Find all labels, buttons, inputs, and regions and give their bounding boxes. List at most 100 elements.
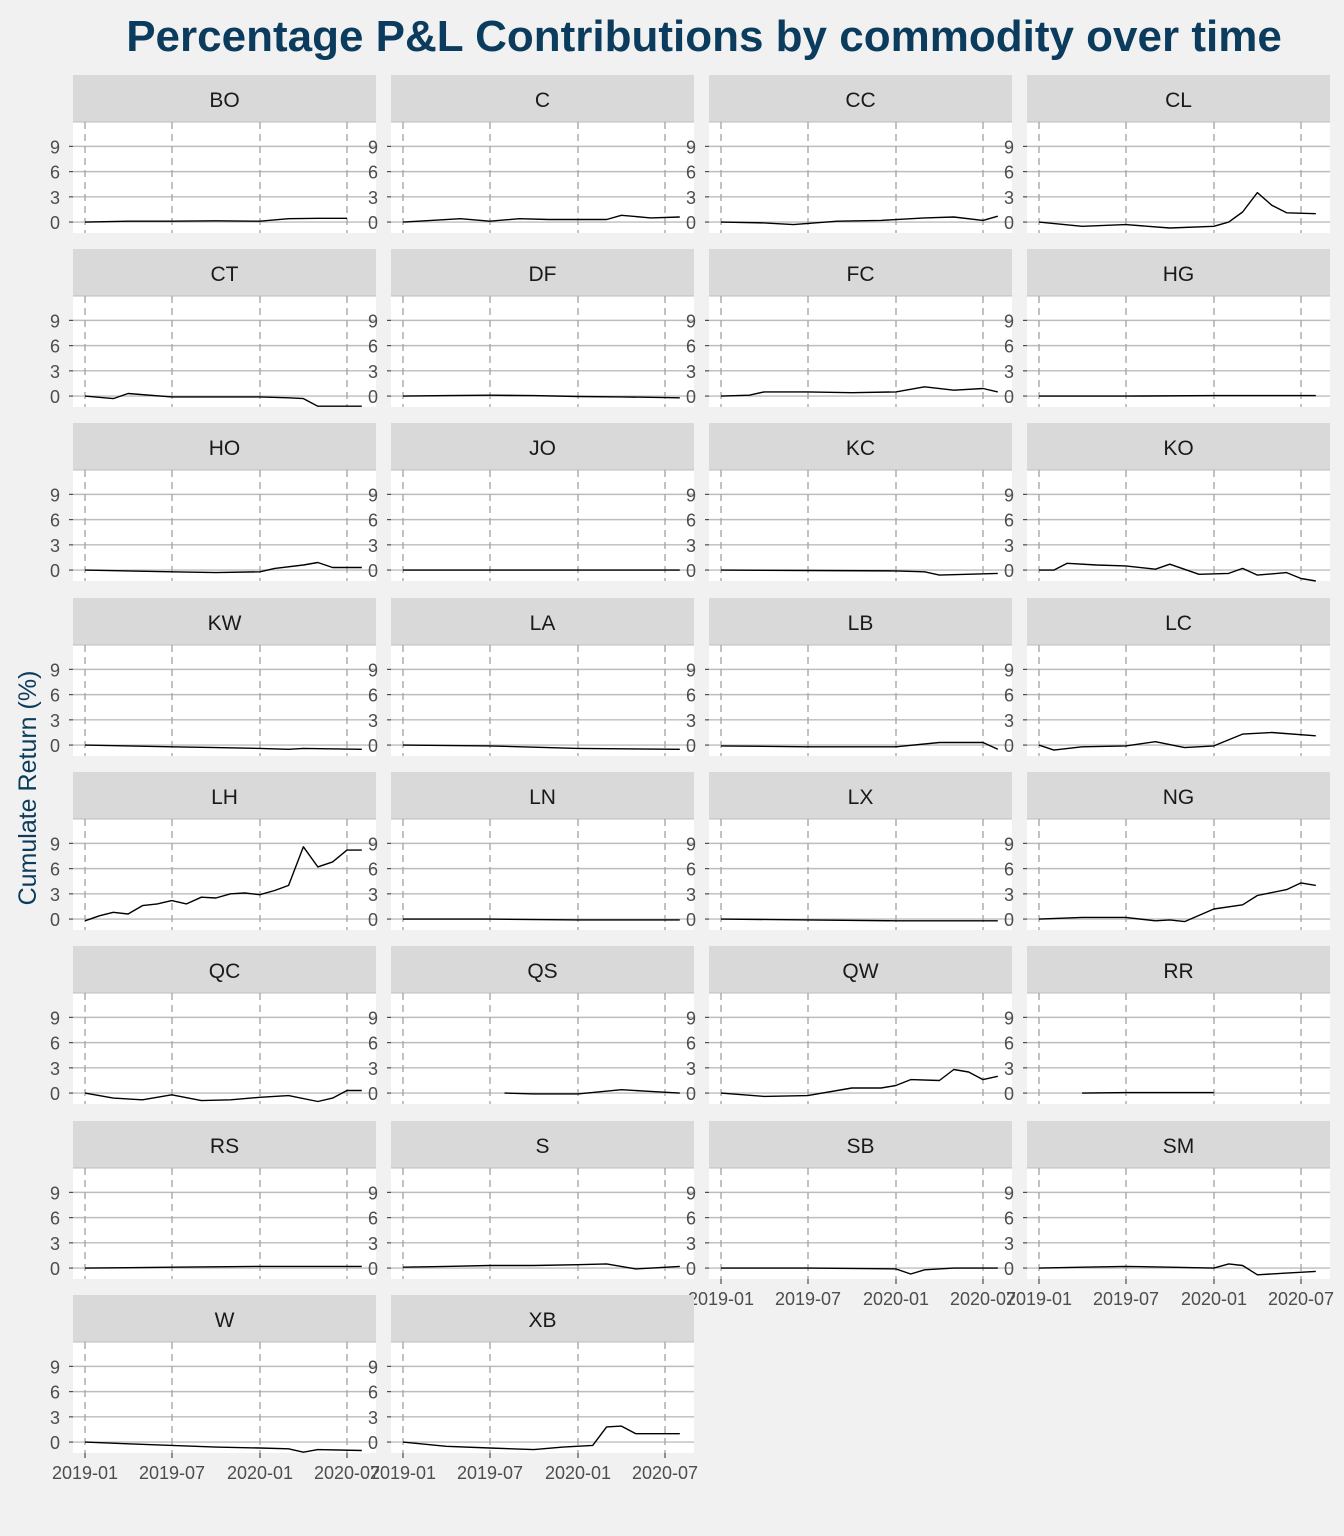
plot-area (709, 470, 1012, 581)
y-tick-label: 9 (50, 1183, 60, 1203)
plot-area (1027, 993, 1330, 1104)
strip-fc (709, 249, 1012, 296)
series-line-s (402, 1263, 680, 1270)
strip-rs (73, 1121, 376, 1168)
plot-area (709, 993, 1012, 1104)
strip-xb (391, 1295, 694, 1342)
y-tick-label: 0 (368, 561, 378, 581)
y-tick-label: 6 (686, 1034, 696, 1054)
y-tick-label: 3 (686, 188, 696, 208)
y-tick-label: 6 (1004, 337, 1014, 357)
y-tick-label: 9 (368, 485, 378, 505)
y-tick-label: 6 (50, 860, 60, 880)
plot-area (709, 819, 1012, 930)
x-tick-label: 2019-01 (1006, 1289, 1072, 1309)
strip-ng (1027, 772, 1330, 819)
y-tick-label: 3 (368, 536, 378, 556)
y-tick-label: 3 (50, 1234, 60, 1254)
panel-sb: SB 0 3 6 9 2019-01 2019-07 2020-01 2020-07 (686, 1121, 1016, 1309)
y-tick-label: 9 (1004, 311, 1014, 331)
strip-label: W (215, 1309, 235, 1332)
y-tick-label: 3 (368, 188, 378, 208)
strip-label: DF (529, 263, 557, 286)
y-tick-label: 9 (50, 1357, 60, 1377)
y-tick-label: 0 (368, 736, 378, 756)
y-tick-label: 0 (50, 1433, 60, 1453)
panel-rr: RR 0 3 6 9 (1004, 946, 1330, 1104)
plot-area (391, 993, 694, 1104)
y-tick-label: 0 (1004, 1259, 1014, 1279)
y-tick-label: 9 (368, 1183, 378, 1203)
plot-area (709, 122, 1012, 233)
series-line-qc (84, 1089, 362, 1103)
series-line-la (402, 744, 680, 750)
y-tick-label: 3 (368, 885, 378, 905)
y-tick-label: 9 (686, 834, 696, 854)
y-tick-label: 6 (50, 1034, 60, 1054)
x-tick-label: 2019-07 (139, 1463, 205, 1483)
y-tick-label: 3 (686, 885, 696, 905)
y-tick-label: 0 (368, 387, 378, 407)
y-tick-label: 6 (50, 511, 60, 531)
y-tick-label: 9 (50, 485, 60, 505)
x-tick-label: 2019-01 (52, 1463, 118, 1483)
strip-la (391, 598, 694, 645)
facet-panels: BO 0 3 6 9 C 0 3 6 9 CC 0 3 6 9 CL 0 3 6 9 CT 0 3 6 9 DF 0 3 6 9 FC 0 3 6… (50, 75, 1334, 1483)
y-tick-label: 6 (686, 686, 696, 706)
series-line-hg (1039, 394, 1316, 397)
panel-ho: HO 0 3 6 9 (50, 423, 376, 581)
y-tick-label: 0 (686, 387, 696, 407)
series-line-qs (504, 1088, 680, 1095)
y-tick-label: 3 (368, 1234, 378, 1254)
y-tick-label: 0 (1004, 736, 1014, 756)
strip-qw (709, 946, 1012, 993)
strip-label: CT (211, 263, 239, 286)
x-tick-label: 2020-01 (227, 1463, 293, 1483)
series-line-ln (403, 918, 680, 921)
y-tick-label: 3 (50, 885, 60, 905)
y-tick-label: 0 (50, 910, 60, 930)
series-line-ng (1038, 882, 1316, 923)
y-tick-label: 6 (368, 337, 378, 357)
plot-area (391, 470, 694, 581)
panel-ko: KO 0 3 6 9 (1004, 423, 1330, 582)
y-tick-label: 9 (686, 1183, 696, 1203)
y-tick-label: 6 (1004, 860, 1014, 880)
plot-area (73, 645, 376, 756)
y-tick-label: 3 (686, 536, 696, 556)
series-line-sb (721, 1267, 998, 1275)
y-tick-label: 0 (1004, 213, 1014, 233)
x-tick-label: 2019-07 (1093, 1289, 1159, 1309)
plot-area (709, 296, 1012, 407)
series-line-c (402, 214, 680, 223)
strip-label: FC (847, 263, 875, 286)
y-tick-label: 9 (368, 1357, 378, 1377)
panel-c: C 0 3 6 9 (368, 75, 694, 233)
series-line-cl (1038, 191, 1316, 229)
plot-area (1027, 470, 1330, 581)
y-tick-label: 0 (1004, 561, 1014, 581)
y-tick-label: 0 (1004, 1084, 1014, 1104)
x-tick-label: 2019-07 (775, 1289, 841, 1309)
plot-area (73, 296, 376, 407)
panel-hg: HG 0 3 6 9 (1004, 249, 1330, 407)
y-tick-label: 6 (50, 337, 60, 357)
y-tick-label: 9 (368, 311, 378, 331)
strip-kc (709, 423, 1012, 470)
strip-lh (73, 772, 376, 819)
x-tick-label: 2020-01 (1181, 1289, 1247, 1309)
y-tick-label: 9 (368, 660, 378, 680)
series-line-qw (720, 1068, 998, 1098)
strip-label: KC (846, 437, 875, 460)
y-tick-label: 3 (686, 711, 696, 731)
panel-fc: FC 0 3 6 9 (686, 249, 1012, 407)
y-tick-label: 6 (50, 1383, 60, 1403)
y-tick-label: 6 (686, 860, 696, 880)
y-tick-label: 9 (686, 660, 696, 680)
y-tick-label: 0 (686, 736, 696, 756)
y-tick-label: 3 (368, 711, 378, 731)
plot-area (73, 470, 376, 581)
strip-cl (1027, 75, 1330, 122)
x-tick-label: 2019-01 (688, 1289, 754, 1309)
